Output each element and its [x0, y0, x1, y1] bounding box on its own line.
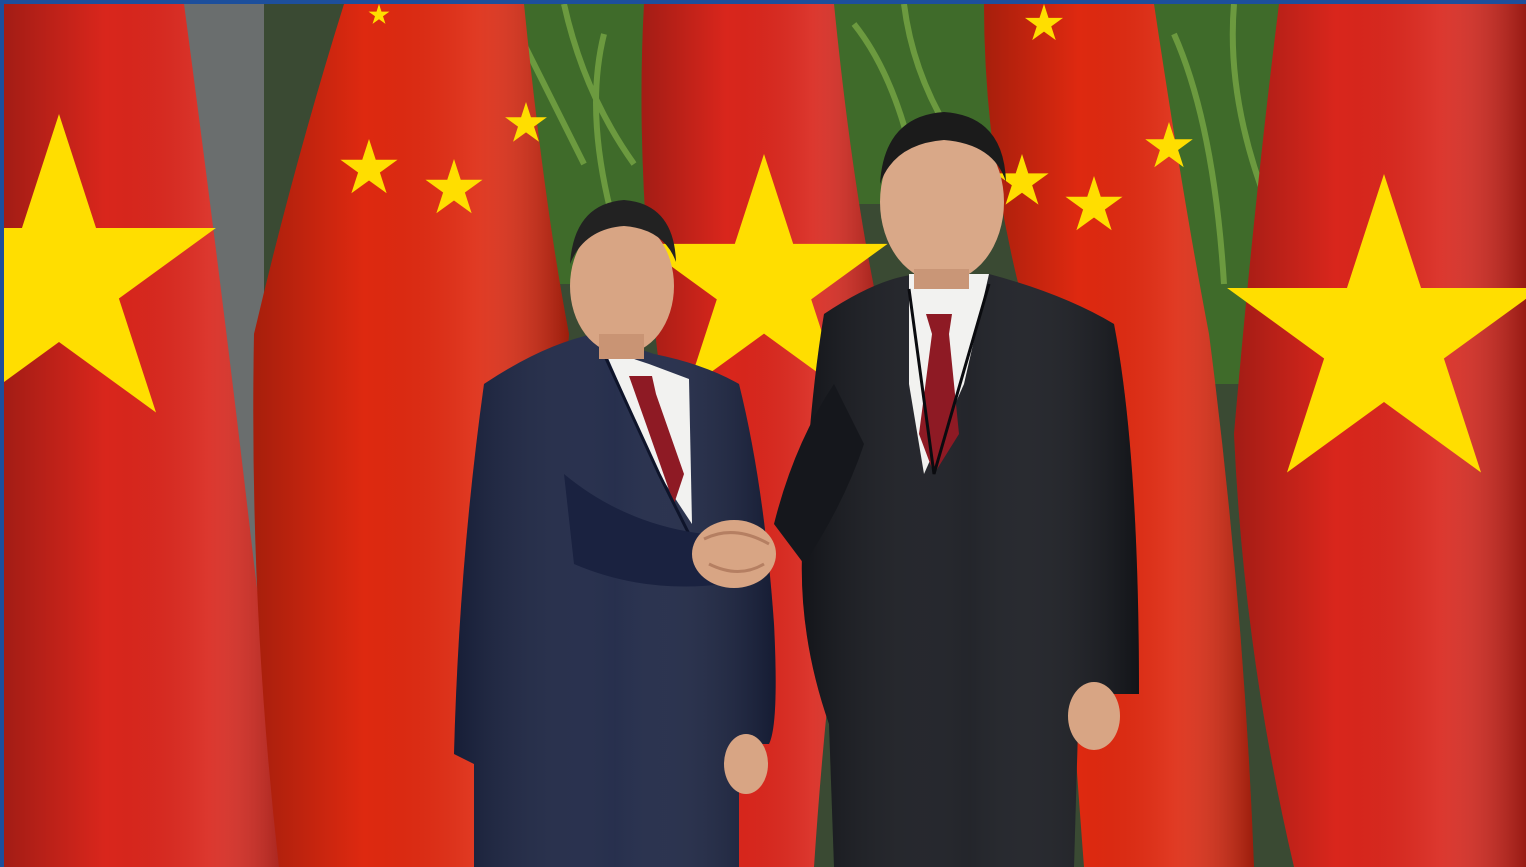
person-right — [774, 112, 1139, 867]
vietnam-flag-left — [4, 4, 294, 867]
photo-frame — [4, 4, 1526, 867]
handshake — [692, 520, 776, 588]
person-left — [454, 200, 776, 867]
photo-scene — [4, 4, 1526, 867]
vietnam-flag-right — [1227, 4, 1526, 867]
